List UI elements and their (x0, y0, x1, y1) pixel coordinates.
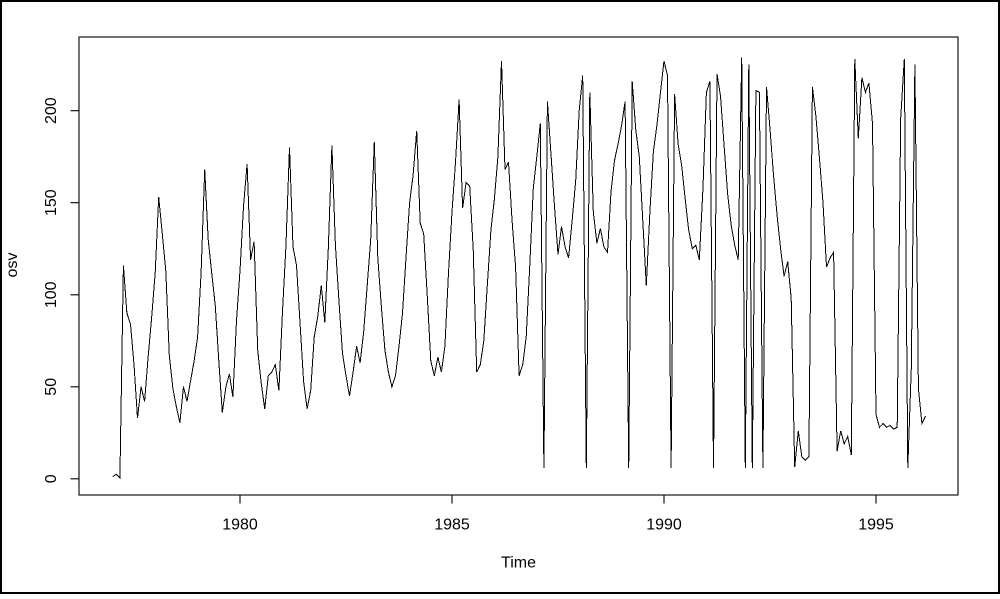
svg-text:100: 100 (43, 281, 60, 308)
svg-text:0: 0 (43, 474, 60, 483)
svg-text:osv: osv (4, 253, 21, 278)
svg-text:200: 200 (43, 97, 60, 124)
svg-text:1985: 1985 (434, 517, 470, 534)
svg-text:50: 50 (43, 378, 60, 396)
svg-text:150: 150 (43, 189, 60, 216)
svg-text:1990: 1990 (646, 517, 682, 534)
svg-text:1980: 1980 (222, 517, 258, 534)
svg-text:1995: 1995 (858, 517, 894, 534)
svg-text:Time: Time (501, 555, 536, 572)
